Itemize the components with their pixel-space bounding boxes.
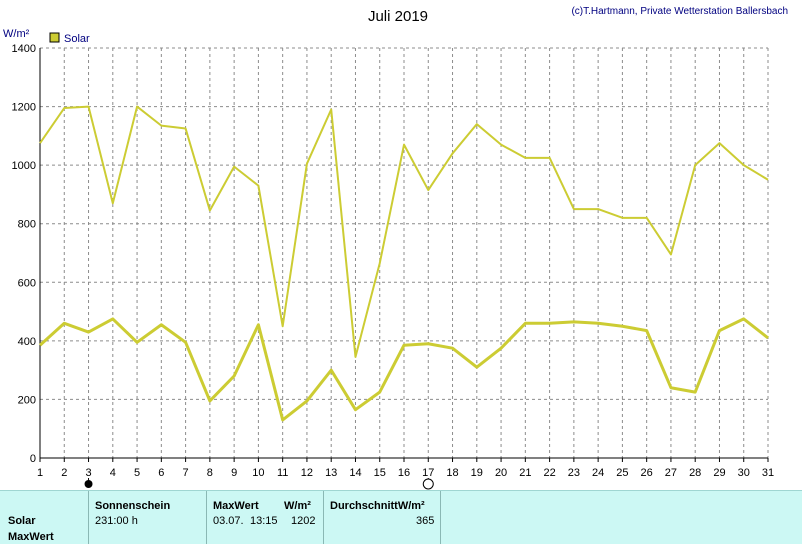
open-circle-marker [422,478,434,490]
x-tick-label: 26 [641,467,653,479]
x-tick-label: 11 [277,467,288,479]
copyright-text: (c)T.Hartmann, Private Wetterstation Bal… [571,6,788,17]
x-tick-label: 22 [543,467,555,479]
x-tick-label: 15 [374,467,386,479]
x-tick-label: 1 [37,467,43,479]
x-tick-label: 4 [110,467,116,479]
statistics-panel: Sonnenschein MaxWert W/m² DurchschnittW/… [0,490,802,544]
column-divider [323,491,324,544]
row-label-solar: Solar [8,515,36,527]
chart-title: Juli 2019 [368,8,428,25]
series-line-mean [38,317,769,422]
x-tick-label: 21 [519,467,531,479]
x-tick-label: 16 [398,467,410,479]
y-tick-label: 1000 [12,160,36,172]
y-axis-unit: W/m² [3,28,30,40]
x-tick-label: 24 [592,467,604,479]
filled-circle-marker [84,480,93,488]
average-value: 365 [416,515,435,527]
x-tick-label: 6 [158,467,164,479]
maxwert-header: MaxWert [213,500,259,512]
column-divider [440,491,441,544]
x-tick-label: 8 [207,467,213,479]
x-tick-label: 5 [134,467,140,479]
maxwert-unit-header: W/m² [284,500,311,512]
x-tick-label: 12 [301,467,313,479]
x-tick-label: 3 [85,467,91,479]
solar-line-chart: Juli 2019 (c)T.Hartmann, Private Wetters… [3,6,788,490]
y-tick-label: 1400 [12,43,36,55]
y-tick-label: 800 [18,219,36,231]
x-tick-label: 25 [616,467,628,479]
x-tick-label: 20 [495,467,507,479]
y-tick-label: 400 [18,336,36,348]
average-header: DurchschnittW/m² [330,500,425,512]
x-tick-label: 30 [738,467,750,479]
x-tick-label: 17 [422,467,434,479]
x-tick-label: 18 [446,467,458,479]
y-tick-label: 200 [18,394,36,406]
x-tick-label: 29 [713,467,725,479]
x-tick-label: 28 [689,467,701,479]
x-tick-label: 13 [325,467,337,479]
sunshine-header: Sonnenschein [95,500,171,512]
x-tick-label: 31 [762,467,774,479]
x-tick-label: 10 [252,467,264,479]
x-tick-label: 14 [349,467,361,479]
x-tick-label: 19 [471,467,483,479]
x-tick-label: 9 [231,467,237,479]
y-tick-label: 600 [18,277,36,289]
legend-label: Solar [64,33,90,45]
column-divider [206,491,207,544]
x-tick-label: 27 [665,467,677,479]
max-date: 03.07. [213,515,244,527]
x-tick-label: 23 [568,467,580,479]
sunshine-value: 231:00 h [95,515,138,527]
y-tick-label: 1200 [12,102,36,114]
column-divider [88,491,89,544]
x-tick-label: 2 [61,467,67,479]
max-value: 1202 [291,515,316,527]
y-tick-label: 0 [30,453,36,465]
max-time: 13:15 [250,515,278,527]
x-tick-label: 7 [183,467,189,479]
row-label-maxwert: MaxWert [8,531,54,543]
series-line-max [39,105,769,358]
legend-swatch [49,32,60,43]
